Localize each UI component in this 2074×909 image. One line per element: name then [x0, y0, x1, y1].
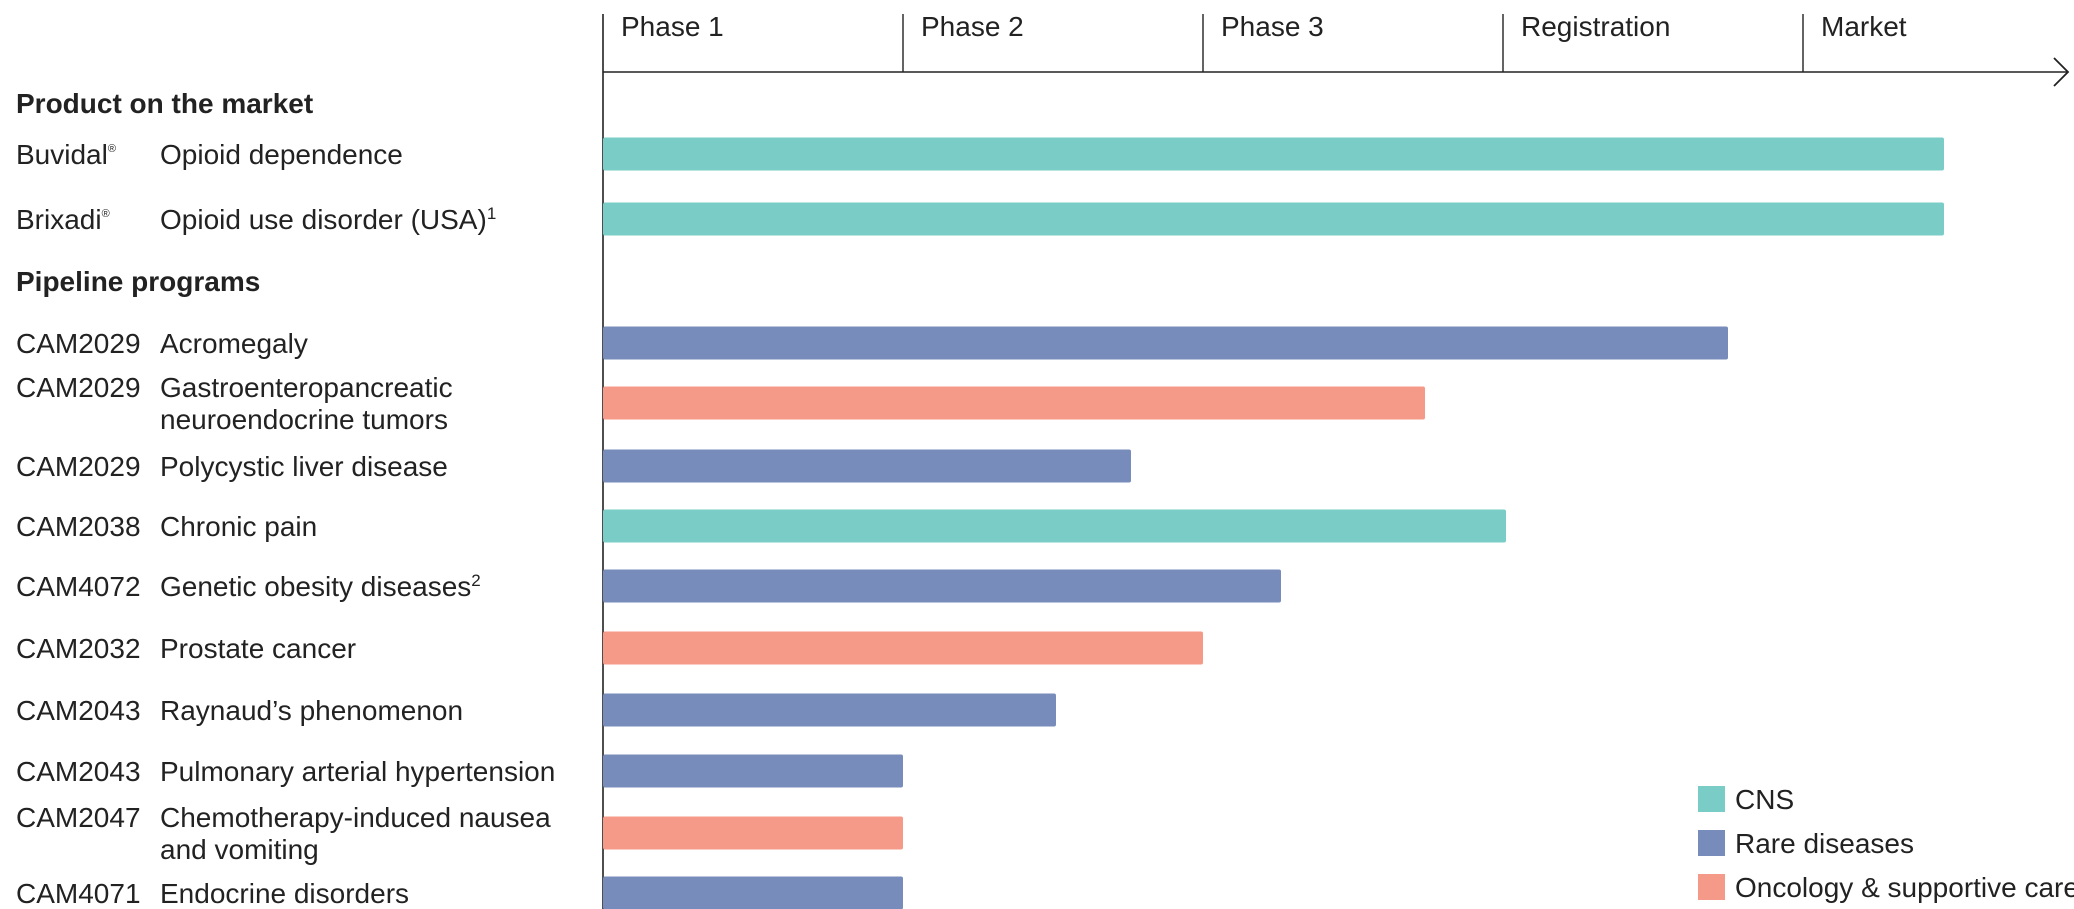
bar-cam2029-acromegaly [603, 326, 1728, 360]
indication-label: Endocrine disorders [160, 878, 409, 909]
bars [603, 137, 1944, 909]
indication-label: Chemotherapy-induced nausea and vomiting [160, 802, 551, 865]
product-code: Buvidal® [16, 139, 116, 170]
bar-cam2038-chronic-pain [603, 509, 1506, 543]
bar-buvidal-opioid-dependence [603, 137, 1944, 171]
product-code: CAM2047 [16, 802, 141, 833]
indication-label: Opioid dependence [160, 139, 403, 170]
section-title-product-on-the-market: Product on the market [16, 88, 313, 119]
bar-cam2047-chemotherapy-induced-nausea [603, 816, 903, 850]
legend-label-rare-diseases: Rare diseases [1735, 828, 1914, 859]
stage-label-phase-2: Phase 2 [921, 11, 1024, 42]
legend-label-cns: CNS [1735, 784, 1794, 815]
bar-cam2043-raynaud-s-phenomenon [603, 693, 1056, 727]
stage-label-phase-1: Phase 1 [621, 11, 724, 42]
bar-cam4071-endocrine-disorders [603, 876, 903, 909]
footnote-marker: 2 [471, 571, 480, 590]
indication-label: Prostate cancer [160, 633, 356, 664]
indication-label: Polycystic liver disease [160, 451, 448, 482]
indication-label: Opioid use disorder (USA)1 [160, 204, 496, 235]
product-code: CAM2029 [16, 451, 141, 482]
stage-label-phase-3: Phase 3 [1221, 11, 1324, 42]
product-code: CAM2043 [16, 756, 141, 787]
indication-label: Genetic obesity diseases2 [160, 571, 481, 602]
product-code: CAM2038 [16, 511, 141, 542]
product-code: Brixadi® [16, 204, 110, 235]
legend-swatch-oncology-supportive-care [1698, 874, 1725, 900]
product-code: CAM2029 [16, 372, 141, 403]
product-code: CAM4072 [16, 571, 141, 602]
indication-label: Chronic pain [160, 511, 317, 542]
bar-cam2032-prostate-cancer [603, 631, 1203, 665]
indication-label: Gastroenteropancreatic neuroendocrine tum… [160, 372, 453, 435]
footnote-marker: 1 [487, 204, 496, 223]
product-code: CAM2043 [16, 695, 141, 726]
registered-mark: ® [102, 208, 110, 220]
bar-cam2029-gastroenteropancreatic [603, 386, 1425, 420]
indication-label: Acromegaly [160, 328, 308, 359]
stage-label-market: Market [1821, 11, 1907, 42]
product-code: CAM4071 [16, 878, 141, 909]
legend-swatch-rare-diseases [1698, 830, 1725, 856]
stage-axis: Phase 1 Phase 2 Phase 3 Registration Market [602, 11, 2070, 909]
product-code: CAM2029 [16, 328, 141, 359]
bar-cam2029-polycystic-liver-disease [603, 449, 1131, 483]
product-code: CAM2032 [16, 633, 141, 664]
legend-swatch-cns [1698, 786, 1725, 812]
bar-cam4072-genetic-obesity-diseases [603, 569, 1281, 603]
section-title-pipeline-programs: Pipeline programs [16, 266, 260, 297]
registered-mark: ® [108, 143, 116, 155]
row-labels: Product on the market Buvidal® Opioid depe… [16, 88, 555, 909]
stage-label-registration: Registration [1521, 11, 1670, 42]
indication-label: Pulmonary arterial hypertension [160, 756, 555, 787]
legend-label-oncology-supportive-care: Oncology & supportive care [1735, 872, 2074, 903]
bar-brixadi-opioid-use-disorder-usa [603, 202, 1944, 236]
bar-cam2043-pulmonary-arterial-hypertension [603, 754, 903, 788]
axis-arrowhead [2053, 57, 2070, 87]
indication-label: Raynaud’s phenomenon [160, 695, 463, 726]
legend: CNS Rare diseases Oncology & supportive ca… [1698, 784, 2074, 903]
